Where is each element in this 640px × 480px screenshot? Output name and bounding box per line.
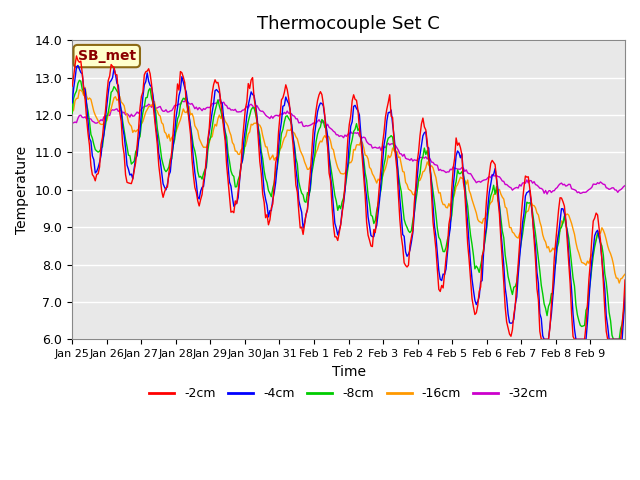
X-axis label: Time: Time	[332, 365, 365, 379]
Title: Thermocouple Set C: Thermocouple Set C	[257, 15, 440, 33]
Y-axis label: Temperature: Temperature	[15, 145, 29, 234]
Text: SB_met: SB_met	[77, 49, 136, 63]
Legend: -2cm, -4cm, -8cm, -16cm, -32cm: -2cm, -4cm, -8cm, -16cm, -32cm	[145, 382, 553, 405]
